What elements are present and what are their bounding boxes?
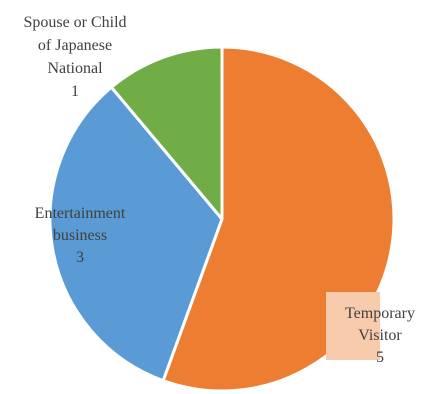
label-temporary-visitor: Temporary Visitor 5 [345, 305, 415, 366]
slice-value-label: 1 [71, 83, 79, 100]
slice-value-label: 5 [376, 349, 384, 366]
slice-label-line: of Japanese [38, 37, 112, 54]
slice-label-line: Visitor [358, 327, 402, 344]
slice-label-line: Entertainment [35, 205, 126, 222]
slice-label-line: Temporary [345, 305, 415, 322]
pie-slice-entertainment-business [48, 85, 224, 383]
pie-slice-spouse-or-child-of-japanese-national [109, 45, 224, 221]
slice-label-line: business [53, 227, 107, 244]
label-entertainment-business: Entertainment business 3 [35, 205, 126, 266]
label-spouse-or-child: Spouse or Child of Japanese National 1 [23, 14, 126, 100]
slice-label-line: National [47, 60, 103, 77]
temporary-visitor-label-highlight [326, 292, 380, 360]
slice-value-label: 3 [76, 249, 84, 266]
slice-label-line: Spouse or Child [23, 14, 126, 31]
